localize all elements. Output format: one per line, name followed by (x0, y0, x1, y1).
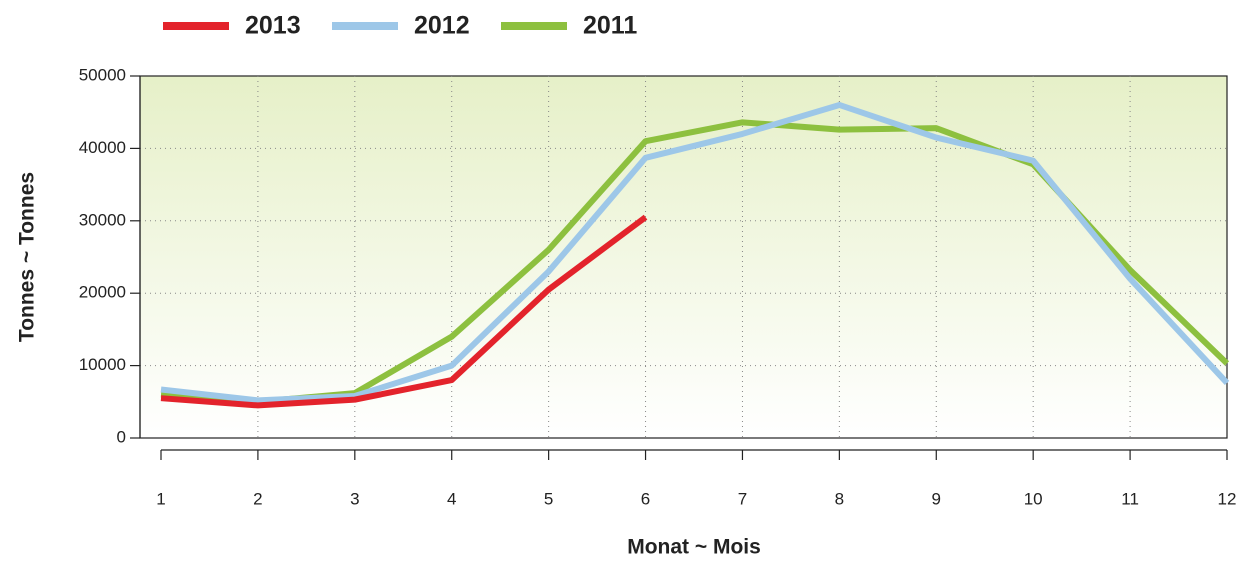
series-line (160, 101, 1230, 404)
y-tick-label: 50000 (79, 65, 126, 84)
x-tick-label: 2 (253, 489, 262, 508)
plot-area (139, 75, 1228, 439)
x-tick-label: 7 (738, 489, 747, 508)
y-tick-label: 10000 (79, 355, 126, 374)
legend-label: 2011 (583, 12, 637, 40)
y-tick-label: 0 (117, 427, 126, 446)
x-tick-label: 10 (1024, 489, 1043, 508)
legend-label: 2013 (245, 12, 301, 40)
x-axis-label: Monat ~ Mois (627, 536, 761, 559)
legend-label: 2012 (414, 12, 470, 40)
x-tick-label: 5 (544, 489, 553, 508)
y-tick-label: 30000 (79, 210, 126, 229)
x-tick-label: 1 (156, 489, 165, 508)
x-tick-label: 3 (350, 489, 359, 508)
y-axis-label: Tonnes ~ Tonnes (16, 172, 39, 342)
y-tick-label: 40000 (79, 138, 126, 157)
series-line (160, 214, 648, 409)
x-tick-label: 6 (641, 489, 650, 508)
x-tick-label: 12 (1218, 489, 1237, 508)
y-tick-label: 20000 (79, 283, 126, 302)
x-tick-label: 9 (932, 489, 941, 508)
x-tick-label: 8 (835, 489, 844, 508)
x-tick-label: 4 (447, 489, 456, 508)
x-tick-label: 11 (1121, 489, 1139, 508)
